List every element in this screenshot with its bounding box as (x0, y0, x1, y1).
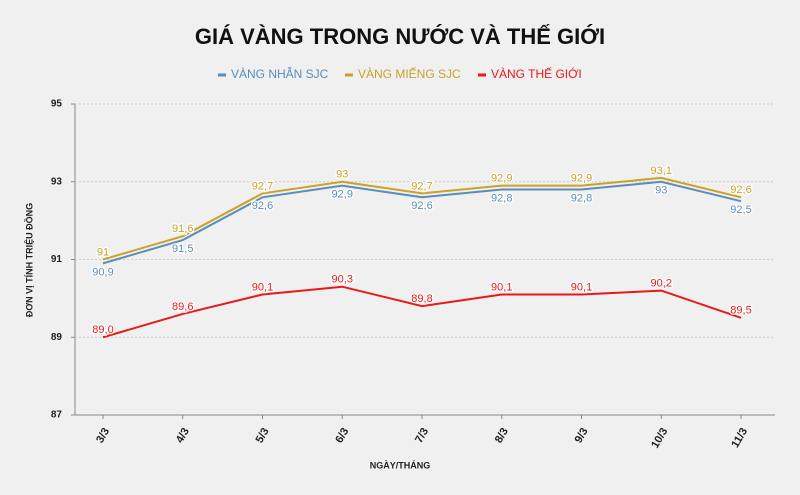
value-label: 90,9 (92, 266, 113, 278)
legend-label: VÀNG MIẾNG SJC (358, 66, 461, 81)
y-tick-label: 95 (51, 99, 63, 110)
value-label: 90,1 (491, 281, 512, 293)
series-line (102, 180, 742, 265)
value-label: 92,5 (730, 204, 751, 216)
y-axis-title: ĐƠN VỊ TÍNH TRIỆU ĐỒNG (23, 203, 34, 317)
value-label: 89,5 (730, 305, 751, 317)
value-label: 92,9 (332, 189, 353, 201)
value-label: 91,5 (172, 243, 193, 255)
value-label: 89,6 (172, 301, 193, 313)
value-label: 92,8 (571, 192, 592, 204)
value-label: 90,3 (332, 274, 353, 286)
value-label: 92,8 (491, 192, 512, 204)
value-label: 89,8 (411, 293, 432, 305)
value-label: 92,7 (411, 180, 432, 192)
value-label: 93,1 (651, 165, 672, 177)
value-label: 90,2 (651, 278, 672, 290)
y-tick-label: 89 (51, 332, 63, 343)
value-label: 92,6 (252, 200, 273, 212)
value-label: 90,1 (252, 281, 273, 293)
value-label: 89,0 (92, 324, 113, 336)
value-label: 93 (655, 185, 667, 197)
chart-title: GIÁ VÀNG TRONG NƯỚC VÀ THẾ GIỚI (195, 24, 605, 49)
value-label: 91,6 (172, 223, 193, 235)
y-tick-label: 87 (51, 410, 63, 421)
value-label: 92,7 (252, 180, 273, 192)
value-label: 92,9 (571, 173, 592, 185)
x-axis-title: NGÀY/THÁNG (370, 460, 431, 470)
value-label: 90,1 (571, 281, 592, 293)
y-tick-label: 93 (51, 176, 63, 187)
value-label: 92,6 (730, 184, 751, 196)
value-label: 93 (336, 169, 348, 181)
value-label: 92,9 (491, 173, 512, 185)
y-tick-label: 91 (51, 254, 63, 265)
legend-label: VÀNG NHẪN SJC (231, 66, 329, 81)
series-line (102, 285, 742, 339)
legend-label: VÀNG THẾ GIỚI (491, 66, 582, 81)
value-label: 92,6 (411, 200, 432, 212)
series-line (102, 176, 742, 261)
value-label: 91 (97, 246, 109, 258)
